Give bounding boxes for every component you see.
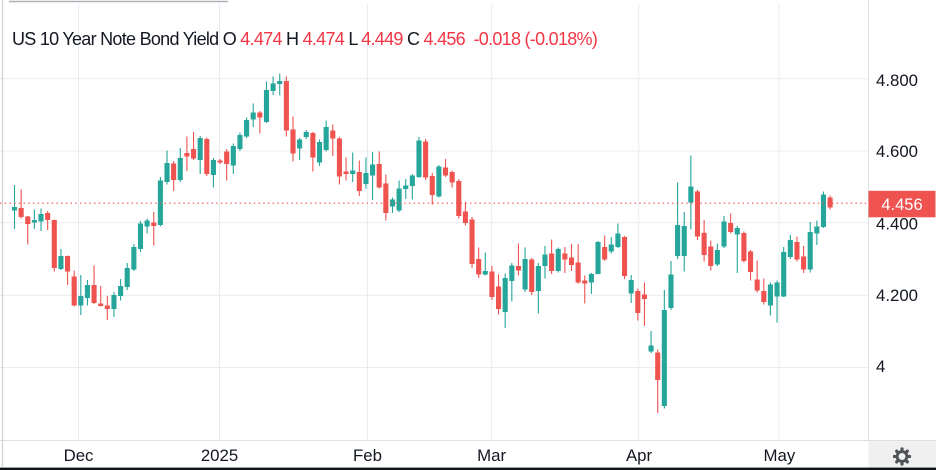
svg-text:Dec: Dec <box>64 446 94 465</box>
svg-text:Mar: Mar <box>477 446 506 465</box>
svg-text:4: 4 <box>876 357 885 376</box>
svg-text:4.600: 4.600 <box>876 142 918 161</box>
svg-text:2025: 2025 <box>201 446 238 465</box>
svg-text:4.800: 4.800 <box>876 71 918 90</box>
svg-text:May: May <box>764 446 796 465</box>
svg-text:Apr: Apr <box>626 446 653 465</box>
svg-text:4.456: 4.456 <box>881 196 922 214</box>
svg-text:Feb: Feb <box>353 446 382 465</box>
svg-text:4.200: 4.200 <box>876 286 918 305</box>
svg-text:4.400: 4.400 <box>876 215 918 234</box>
